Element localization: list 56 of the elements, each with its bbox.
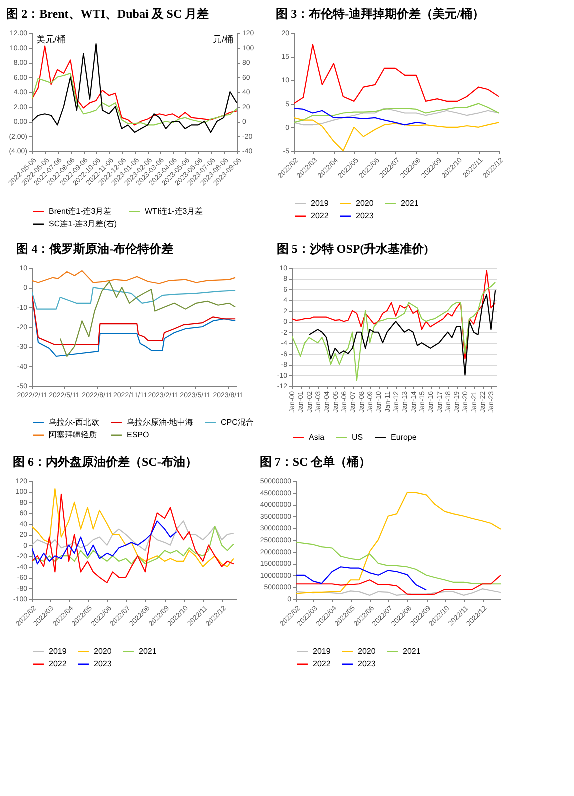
line-series	[296, 492, 501, 594]
line-series	[32, 526, 234, 565]
legend-label: SC连1-连3月差(右)	[49, 220, 118, 228]
line-series	[32, 488, 234, 568]
line-series	[60, 281, 236, 358]
legend-label: 2020	[94, 646, 112, 656]
chart-title: 图 3：布伦特-迪拜掉期价差（美元/桶）	[276, 7, 484, 21]
legend-label: 2020	[358, 646, 376, 656]
chart-title: 图 2：Brent、WTI、Dubai 及 SC 月差	[6, 7, 210, 21]
legend-label: 2019	[311, 198, 330, 208]
legend-label: 乌拉尔-西北欧	[49, 418, 100, 427]
legend-label: 2022	[311, 212, 330, 220]
line-series	[296, 566, 428, 591]
chart-title: 图 5：沙特 OSP(升水基准价)	[276, 242, 428, 256]
line-series	[294, 103, 499, 124]
legend-label: 2019	[49, 646, 68, 656]
line-series	[294, 108, 499, 126]
legend-label: 2019	[313, 646, 332, 656]
y2-axis-title: 元/桶	[212, 34, 234, 44]
legend-label: WTI连1-连3月差	[145, 206, 204, 216]
legend-label: 2023	[94, 660, 112, 668]
chart-title: 图 7：SC 仓单（桶）	[260, 455, 372, 469]
line-series	[296, 588, 501, 596]
legend-label: 2021	[139, 646, 158, 656]
line-series	[294, 108, 426, 126]
legend-label: 阿塞拜疆轻质	[49, 430, 97, 440]
line-series	[32, 494, 234, 584]
line-series	[32, 287, 236, 310]
legend-label: 2023	[358, 660, 376, 668]
legend-label: Asia	[309, 432, 326, 442]
legend-label: Brent连1-连3月差	[49, 206, 112, 216]
line-series	[32, 73, 237, 126]
legend-label: 2020	[356, 198, 374, 208]
line-series	[32, 270, 236, 284]
legend-label: 2022	[49, 660, 68, 668]
line-series	[294, 44, 499, 104]
legend-label: US	[352, 432, 364, 442]
y-axis-title: 美元/桶	[36, 34, 66, 44]
line-series	[296, 574, 501, 596]
chart-title: 图 4：俄罗斯原油-布伦特价差	[16, 242, 174, 256]
line-series	[32, 293, 236, 346]
legend-label: 2021	[403, 646, 422, 656]
line-series	[32, 520, 234, 552]
line-series	[296, 542, 501, 585]
chart-title: 图 6：内外盘原油价差（SC-布油）	[12, 455, 198, 469]
legend-label: 乌拉尔原油-地中海	[127, 418, 194, 427]
line-series	[292, 270, 496, 360]
legend-label: 2021	[401, 198, 420, 208]
legend-label: 2023	[356, 212, 374, 220]
legend-label: ESPO	[127, 430, 150, 440]
legend-label: 2022	[313, 660, 332, 668]
legend-label: CPC混合	[221, 418, 254, 427]
line-series	[308, 290, 496, 376]
line-series	[32, 520, 178, 565]
line-series	[292, 282, 496, 382]
legend-label: Europe	[391, 432, 418, 442]
